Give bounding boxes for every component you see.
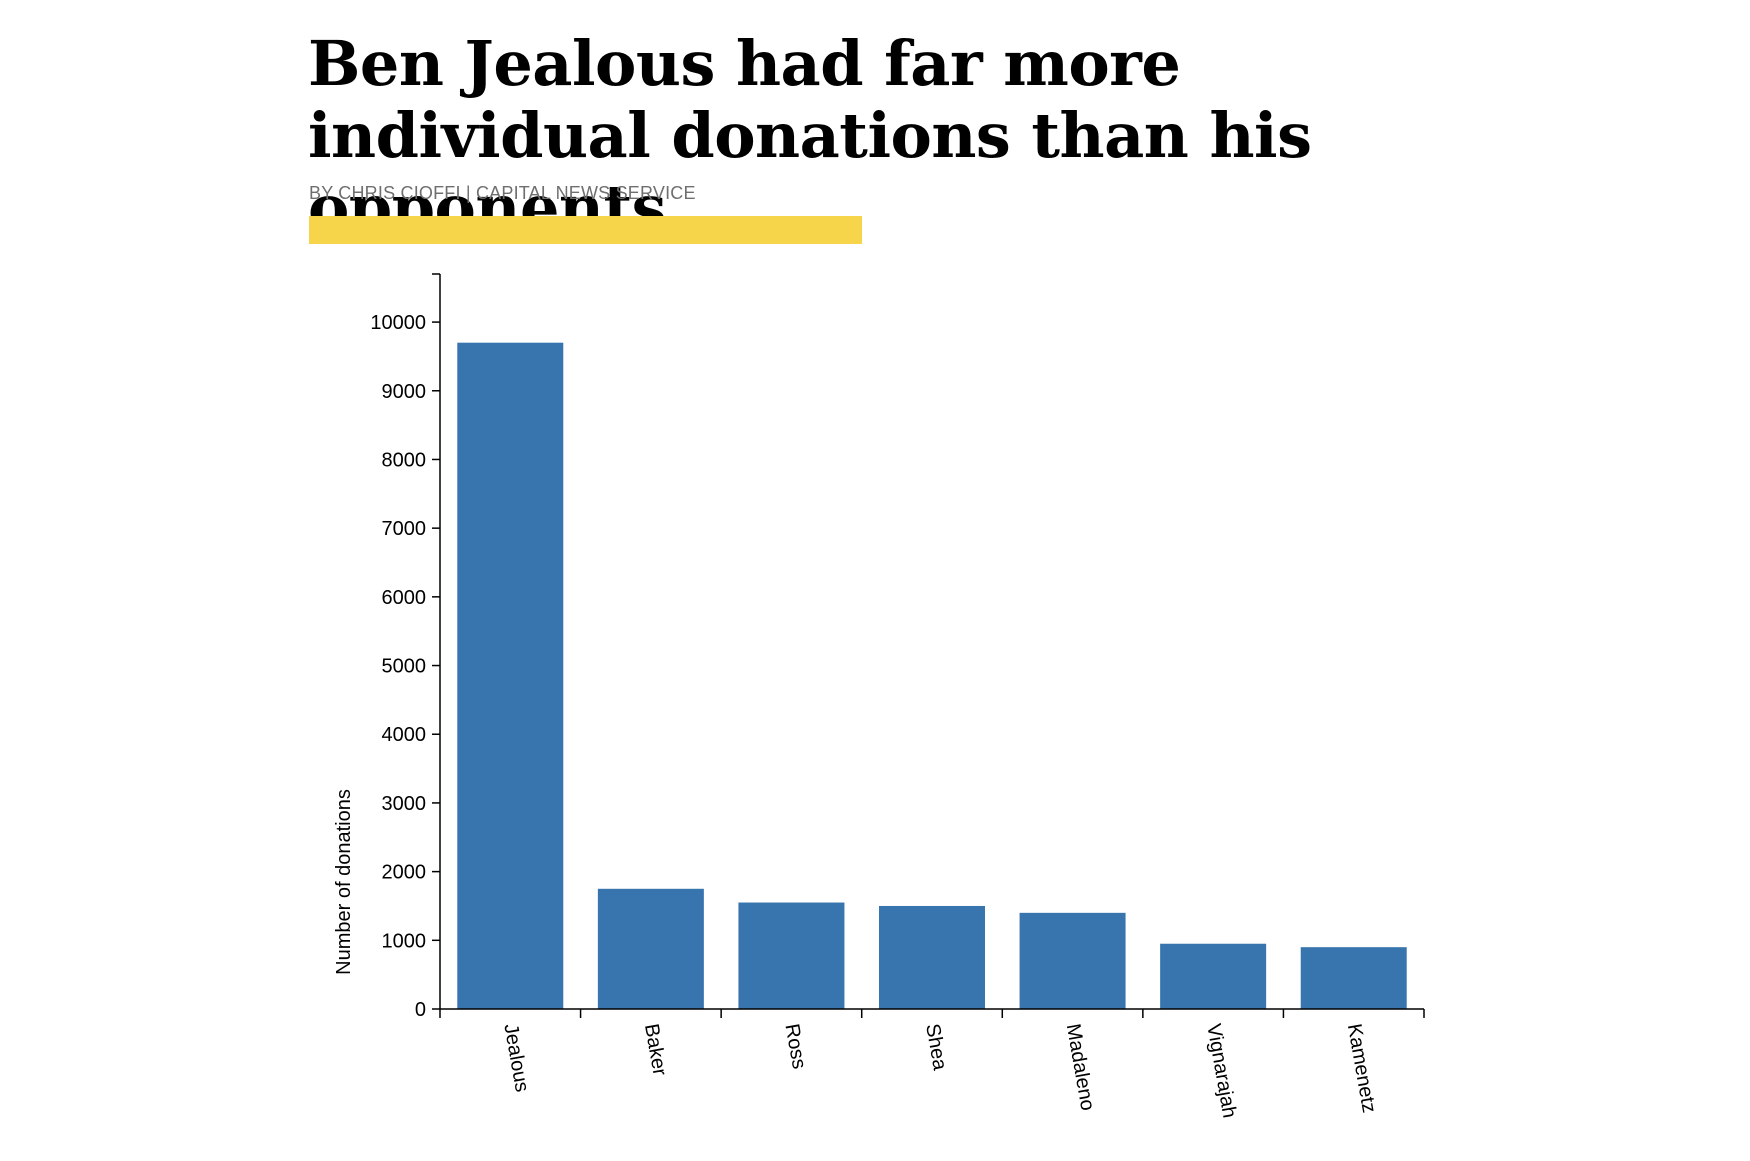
- y-axis-label: Number of donations: [333, 789, 355, 975]
- y-tick-label: 2000: [382, 862, 427, 884]
- y-tick-label: 8000: [382, 449, 427, 471]
- x-tick-label: Madaleno: [1062, 1022, 1099, 1112]
- y-tick-label: 7000: [382, 518, 427, 540]
- y-tick-label: 0: [415, 999, 426, 1021]
- bars: [457, 342, 1407, 1009]
- y-tick-label: 6000: [382, 587, 427, 609]
- x-tick-label: Vignarajah: [1202, 1022, 1240, 1120]
- x-axis: Jealous Baker Ross Shea Madaleno Vignarajah Ka…: [439, 1008, 1425, 1120]
- y-tick-label: 4000: [382, 724, 427, 746]
- y-tick-label: 1000: [382, 930, 427, 952]
- x-tick-label: Kamenetz: [1343, 1022, 1380, 1115]
- y-axis: 0 1000 2000 3000 4000 5000 6000 7000 8000 9000 100…: [370, 273, 441, 1021]
- accent-bar: [309, 216, 862, 244]
- bar-ross: [738, 902, 845, 1009]
- bar-shea: [879, 905, 985, 1009]
- x-tick-label: Shea: [921, 1022, 951, 1073]
- y-tick-label: 10000: [370, 312, 426, 334]
- y-tick-label: 5000: [382, 656, 427, 678]
- x-tick-label: Baker: [640, 1022, 671, 1078]
- x-tick-label: Ross: [781, 1022, 811, 1071]
- bar-vignarajah: [1160, 943, 1267, 1009]
- bar-jealous: [457, 342, 564, 1009]
- byline: BY CHRIS CIOFFI | CAPITAL NEWS SERVICE: [309, 183, 696, 203]
- bar-madaleno: [1019, 912, 1126, 1009]
- x-tick-label: Jealous: [499, 1022, 533, 1094]
- y-tick-label: 3000: [382, 793, 427, 815]
- y-tick-label: 9000: [382, 381, 427, 403]
- bar-kamenetz: [1300, 947, 1407, 1009]
- bar-baker: [597, 888, 704, 1009]
- page-title: Ben Jealous had far more individual dona…: [308, 27, 1312, 244]
